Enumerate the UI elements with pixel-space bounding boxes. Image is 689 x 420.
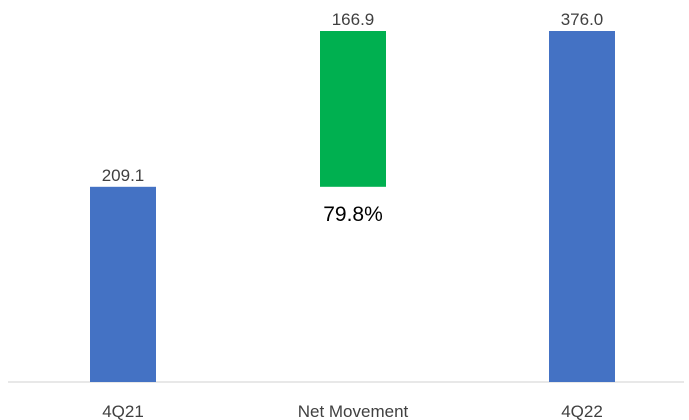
value-label-4q21: 209.1 (102, 166, 145, 185)
category-labels-group: 4Q21 Net Movement 4Q22 (102, 402, 603, 420)
category-label-4q22: 4Q22 (561, 402, 603, 420)
annotations-group: 79.8% (323, 203, 383, 226)
category-label-net-movement: Net Movement (298, 402, 409, 420)
bar-4q22 (549, 31, 615, 382)
bar-4q21 (90, 186, 156, 382)
value-label-net-movement: 166.9 (332, 10, 375, 29)
value-label-4q22: 376.0 (561, 10, 604, 29)
percent-change-annotation: 79.8% (323, 203, 383, 226)
category-label-4q21: 4Q21 (102, 402, 144, 420)
bars-group (90, 31, 615, 382)
bar-net-movement (320, 31, 386, 187)
value-labels-group: 209.1 166.9 376.0 (102, 10, 604, 185)
